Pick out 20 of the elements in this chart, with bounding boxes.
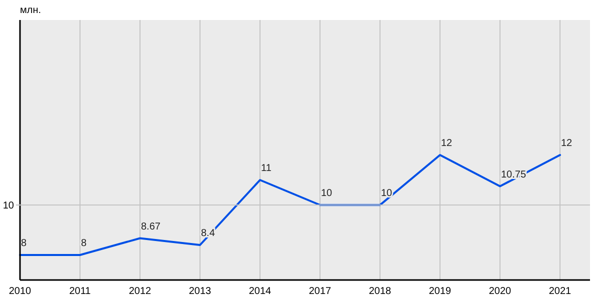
data-label: 12 bbox=[441, 138, 453, 149]
x-tick-label: 2012 bbox=[128, 286, 152, 297]
x-tick-label: 2020 bbox=[488, 286, 512, 297]
x-tick-label: 2018 bbox=[368, 286, 392, 297]
x-tick-label: 2011 bbox=[69, 286, 92, 297]
data-label: 12 bbox=[561, 138, 573, 149]
data-label: 8 bbox=[21, 238, 27, 249]
x-tick-label: 2014 bbox=[248, 286, 272, 297]
x-tick-label: 2021 bbox=[548, 286, 572, 297]
x-tick-label: 2010 bbox=[8, 286, 32, 297]
x-tick-label: 2019 bbox=[428, 286, 452, 297]
data-label: 8.67 bbox=[141, 221, 161, 232]
x-tick-label: 2013 bbox=[188, 286, 212, 297]
data-label: 10 bbox=[381, 188, 393, 199]
x-tick-label: 2017 bbox=[308, 286, 332, 297]
data-label: 10 bbox=[321, 188, 333, 199]
y-axis-title: млн. bbox=[20, 5, 42, 16]
ref-line-label: 10 bbox=[2, 200, 14, 212]
data-label: 8 bbox=[81, 238, 87, 249]
data-label: 11 bbox=[261, 163, 272, 174]
